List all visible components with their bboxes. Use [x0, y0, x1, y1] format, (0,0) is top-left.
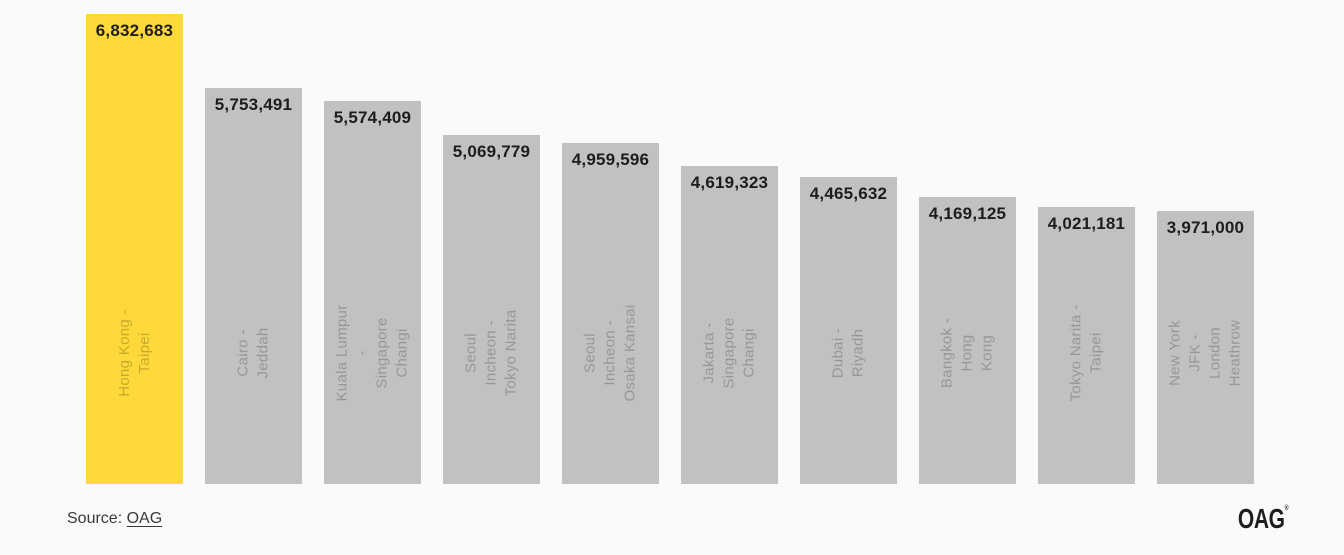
source-label: Source:	[67, 510, 127, 527]
bar-value-label: 5,753,491	[214, 95, 293, 114]
oag-logo-text: OAG	[1237, 503, 1285, 534]
chart-bar-6: 4,619,323 Jakarta - Singapore Changi	[681, 166, 778, 484]
source-note: Source: OAG	[67, 510, 162, 528]
chart-bar-1: 6,832,683 Hong Kong - Taipei	[86, 14, 183, 484]
bar-category-label: Seoul Incheon - Tokyo Narita	[462, 309, 520, 397]
chart-bar-10: 3,971,000 New York JFK - London Heathrow	[1157, 211, 1254, 484]
chart-bar-8: 4,169,125 Bangkok - Hong Kong	[919, 197, 1016, 484]
bar-value-label: 5,069,779	[452, 142, 531, 161]
bar-value-label: 6,832,683	[95, 21, 174, 40]
trademark-symbol: ®	[1284, 505, 1288, 512]
chart-bar-5: 4,959,596 Seoul Incheon - Osaka Kansai	[562, 143, 659, 484]
bar-category-label: Bangkok - Hong Kong	[938, 317, 996, 389]
chart-bar-9: 4,021,181 Tokyo Narita - Taipei	[1038, 207, 1135, 484]
bar-category-label: Kuala Lumpur - Singapore Changi	[333, 304, 411, 402]
bar-value-label: 4,465,632	[809, 184, 888, 203]
bar-category-label: New York JFK - London Heathrow	[1166, 319, 1244, 387]
source-link[interactable]: OAG	[126, 510, 163, 527]
bar-category-label: Dubai - Riyadh	[829, 327, 867, 379]
chart-bar-7: 4,465,632 Dubai - Riyadh	[800, 177, 897, 484]
bar-value-label: 3,971,000	[1166, 218, 1245, 237]
bar-category-label: Tokyo Narita - Taipei	[1067, 304, 1105, 402]
bar-value-label: 4,959,596	[571, 150, 650, 169]
chart-bar-2: 5,753,491 Cairo - Jeddah	[205, 88, 302, 484]
bar-category-label: Seoul Incheon - Osaka Kansai	[581, 304, 639, 402]
chart-bar-4: 5,069,779 Seoul Incheon - Tokyo Narita	[443, 135, 540, 484]
chart-bar-3: 5,574,409 Kuala Lumpur - Singapore Chang…	[324, 101, 421, 484]
bar-value-label: 4,021,181	[1047, 214, 1126, 233]
bar-chart: 6,832,683 Hong Kong - Taipei 5,753,491 C…	[86, 14, 1254, 484]
oag-logo: OAG®	[1237, 503, 1288, 535]
bar-category-label: Cairo - Jeddah	[234, 327, 272, 379]
bar-value-label: 5,574,409	[333, 108, 412, 127]
bar-value-label: 4,619,323	[690, 173, 769, 192]
bar-value-label: 4,169,125	[928, 204, 1007, 223]
bar-category-label: Jakarta - Singapore Changi	[700, 317, 758, 389]
bar-category-label: Hong Kong - Taipei	[115, 309, 153, 397]
